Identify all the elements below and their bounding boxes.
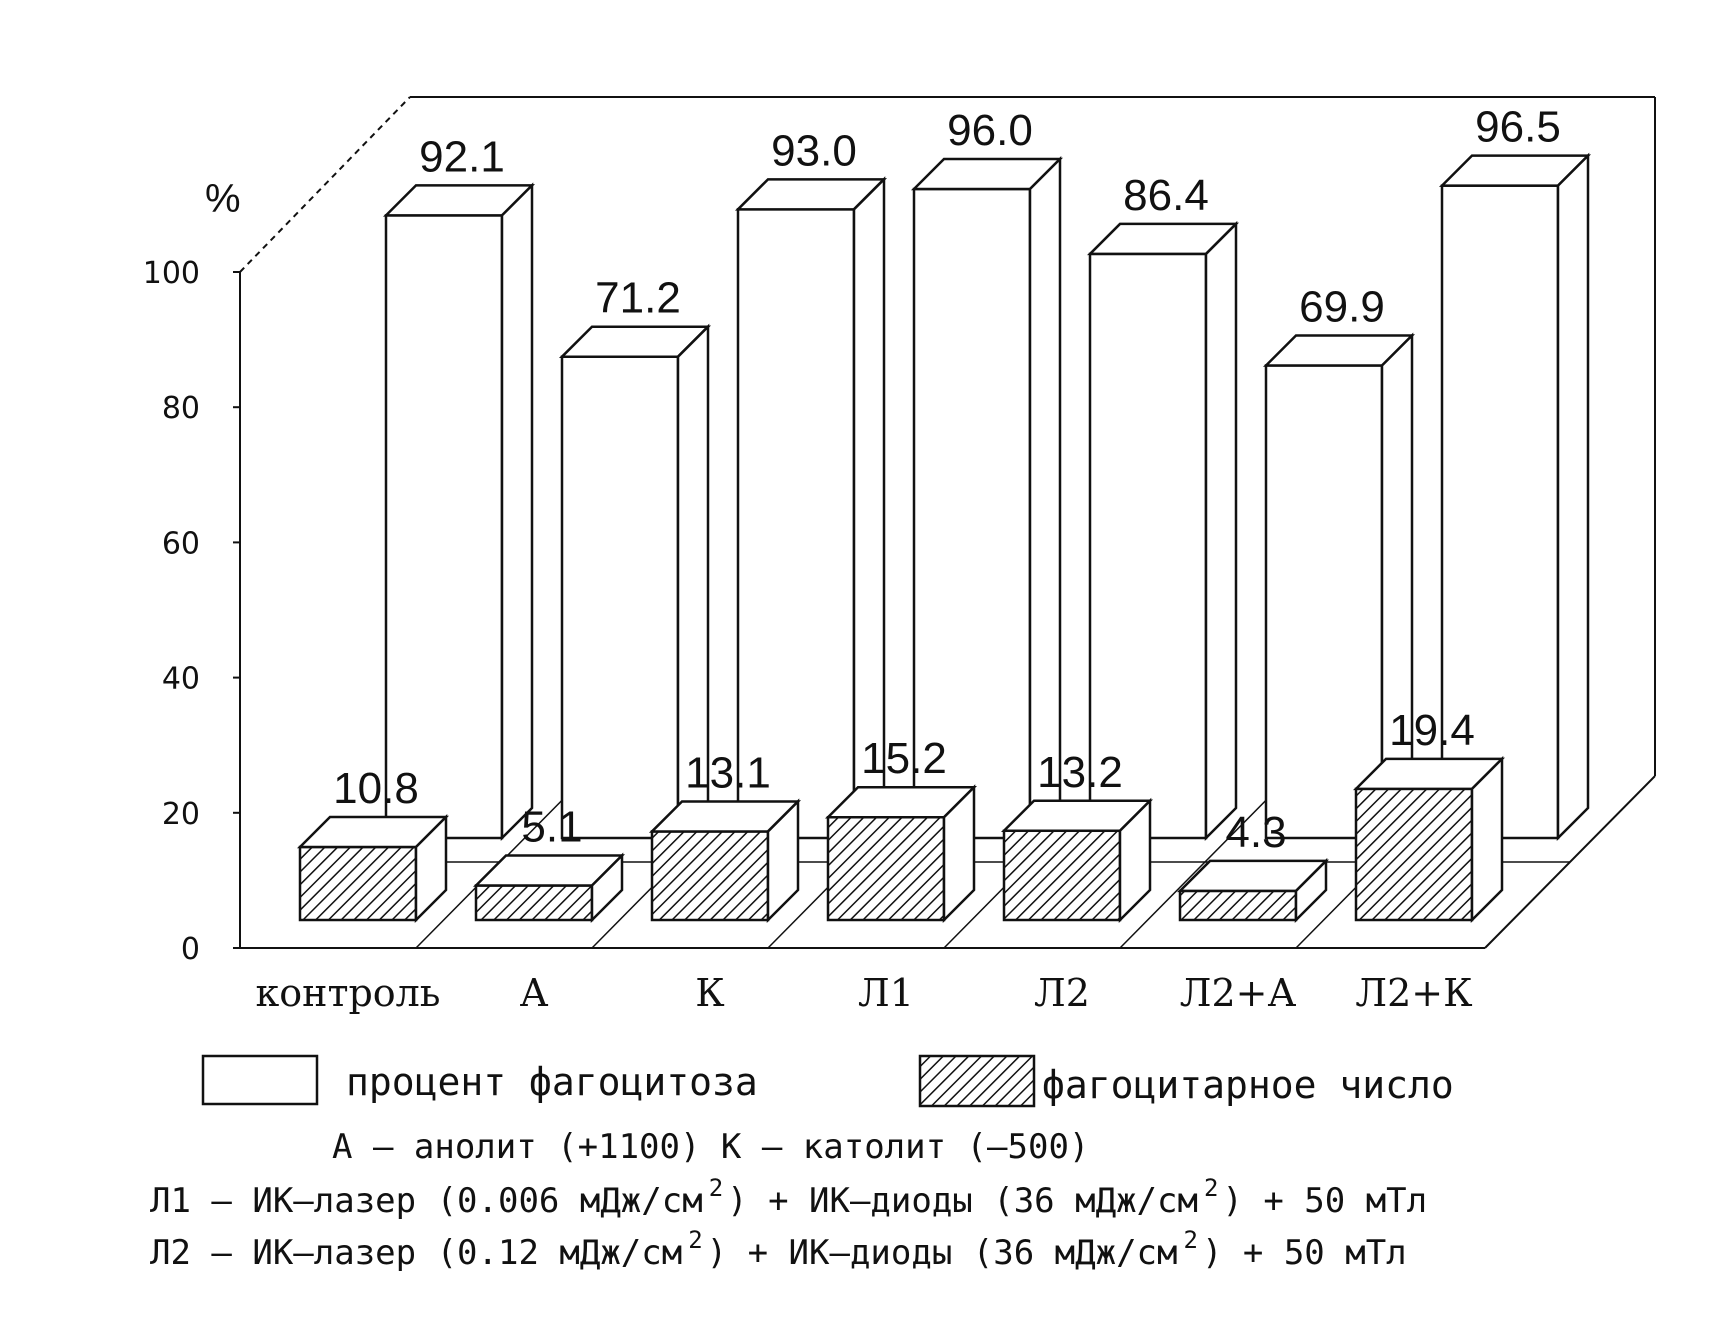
bar-percent-front bbox=[560, 355, 680, 840]
legend-swatch-white bbox=[201, 1054, 319, 1106]
bar-number-front bbox=[1002, 829, 1122, 922]
y-tick-label: 40 bbox=[162, 662, 200, 697]
bar-number bbox=[1352, 755, 1506, 924]
value-label-percent: 69.9 bbox=[1299, 282, 1385, 331]
value-label-number: 19.4 bbox=[1389, 706, 1475, 755]
value-label-number: 5.1 bbox=[521, 803, 582, 852]
value-label-percent: 86.4 bbox=[1123, 171, 1209, 220]
bar-number-side bbox=[1118, 797, 1152, 924]
value-label-number: 4.3 bbox=[1225, 808, 1286, 857]
front-series-bars bbox=[296, 755, 1506, 924]
bar-number bbox=[296, 813, 450, 924]
legend-label-percent: процент фагоцитоза bbox=[346, 1060, 758, 1104]
note-line-3-sup-2: 2 bbox=[1183, 1226, 1197, 1254]
value-label-number: 13.1 bbox=[685, 748, 771, 797]
category-label: Л2 bbox=[1034, 971, 1090, 1015]
value-label-number: 10.8 bbox=[333, 764, 419, 813]
bar-percent bbox=[558, 323, 712, 842]
note-line-1: А – анолит (+1100) К – католит (–500) bbox=[332, 1127, 1089, 1167]
note-line-3-sup-1: 2 bbox=[688, 1226, 702, 1254]
left-wall-top-edge bbox=[239, 96, 411, 273]
bar-percent-side bbox=[1556, 152, 1590, 842]
value-label-percent: 71.2 bbox=[595, 274, 681, 323]
legend: процент фагоцитоза фагоцитарное число bbox=[201, 1054, 1454, 1108]
notes: А – анолит (+1100) К – католит (–500) Л1… bbox=[150, 1127, 1427, 1273]
bar-number-front bbox=[650, 830, 770, 922]
note-line-2-a: Л1 – ИК–лазер (0.006 мДж/см bbox=[150, 1181, 703, 1221]
value-label-number: 13.2 bbox=[1037, 748, 1123, 797]
bar-number-side bbox=[1470, 755, 1504, 924]
bar-percent-front bbox=[1088, 252, 1208, 840]
bar-percent-side bbox=[500, 182, 534, 842]
bar-number bbox=[1176, 857, 1330, 924]
bar-percent bbox=[382, 182, 536, 842]
bar-percent bbox=[1086, 220, 1240, 842]
note-line-3-c: ) + 50 мТл bbox=[1202, 1233, 1407, 1273]
value-label-percent: 96.0 bbox=[947, 106, 1033, 155]
value-label-percent: 96.5 bbox=[1475, 103, 1561, 152]
bar-number bbox=[1000, 797, 1154, 924]
value-label-percent: 93.0 bbox=[771, 126, 857, 175]
bar-number-front bbox=[1354, 787, 1474, 922]
bar-number bbox=[472, 852, 626, 924]
y-tick-label: 0 bbox=[181, 932, 200, 967]
bar-percent bbox=[1262, 332, 1416, 842]
bar-number-front bbox=[1178, 889, 1298, 922]
bar-percent bbox=[910, 156, 1064, 842]
bar-percent-side bbox=[1204, 220, 1238, 842]
category-labels: контроль А К Л1 Л2 Л2+А Л2+К bbox=[255, 971, 1472, 1015]
category-label: Л2+А bbox=[1180, 971, 1297, 1015]
category-label: Л1 bbox=[858, 971, 914, 1015]
note-line-2-b: ) + ИК–диоды (36 мДж/см bbox=[727, 1181, 1198, 1221]
bar-percent bbox=[734, 176, 888, 842]
bar-percent-front bbox=[1440, 184, 1560, 840]
category-label: А bbox=[520, 971, 549, 1015]
bar-percent-front bbox=[384, 214, 504, 840]
note-line-3: Л2 – ИК–лазер (0.12 мДж/см 2) + ИК–диоды … bbox=[150, 1226, 1407, 1273]
note-line-2-sup-2: 2 bbox=[1204, 1174, 1218, 1202]
note-line-2: Л1 – ИК–лазер (0.006 мДж/см 2) + ИК–диоды… bbox=[150, 1174, 1427, 1221]
bar-percent-front bbox=[736, 208, 856, 840]
note-line-2-c: ) + 50 мТл bbox=[1222, 1181, 1427, 1221]
bar-number-side bbox=[942, 784, 976, 924]
bar-percent-side bbox=[1028, 156, 1062, 842]
y-tick-label: 80 bbox=[162, 391, 200, 426]
bar-number-side bbox=[766, 798, 800, 924]
value-label-number: 15.2 bbox=[861, 734, 947, 783]
y-tick-label: 100 bbox=[143, 256, 200, 291]
note-line-3-b: ) + ИК–диоды (36 мДж/см bbox=[707, 1233, 1178, 1273]
note-line-3-a: Л2 – ИК–лазер (0.12 мДж/см bbox=[150, 1233, 682, 1273]
note-line-2-sup-1: 2 bbox=[709, 1174, 723, 1202]
bar-number-front bbox=[474, 884, 594, 922]
bar-number-side bbox=[590, 852, 624, 924]
legend-swatch-hatched bbox=[918, 1054, 1036, 1108]
value-labels: 92.1 10.8 71.2 5.1 93.0 13.1 96.0 15.2 86.4 13.2 6… bbox=[333, 103, 1561, 857]
category-label: контроль bbox=[255, 971, 440, 1015]
category-label: К bbox=[695, 971, 724, 1015]
legend-label-number: фагоцитарное число bbox=[1042, 1063, 1454, 1107]
category-label: Л2+К bbox=[1355, 971, 1472, 1015]
bar-percent-front bbox=[1264, 364, 1384, 840]
bar-percent bbox=[1438, 152, 1592, 842]
bar-number-front bbox=[826, 815, 946, 922]
bar-number-side bbox=[1294, 857, 1328, 924]
y-axis-ticks: 0 20 40 60 80 100 bbox=[143, 256, 240, 967]
bar-number-side bbox=[414, 813, 448, 924]
value-label-percent: 92.1 bbox=[419, 132, 505, 181]
y-tick-label: 20 bbox=[162, 797, 200, 832]
bar-number bbox=[824, 784, 978, 924]
y-tick-label: 60 bbox=[162, 526, 200, 561]
bar-number-front bbox=[298, 845, 418, 922]
bar-percent-front bbox=[912, 187, 1032, 840]
bar-number bbox=[648, 798, 802, 924]
y-unit-label: % bbox=[205, 177, 241, 221]
